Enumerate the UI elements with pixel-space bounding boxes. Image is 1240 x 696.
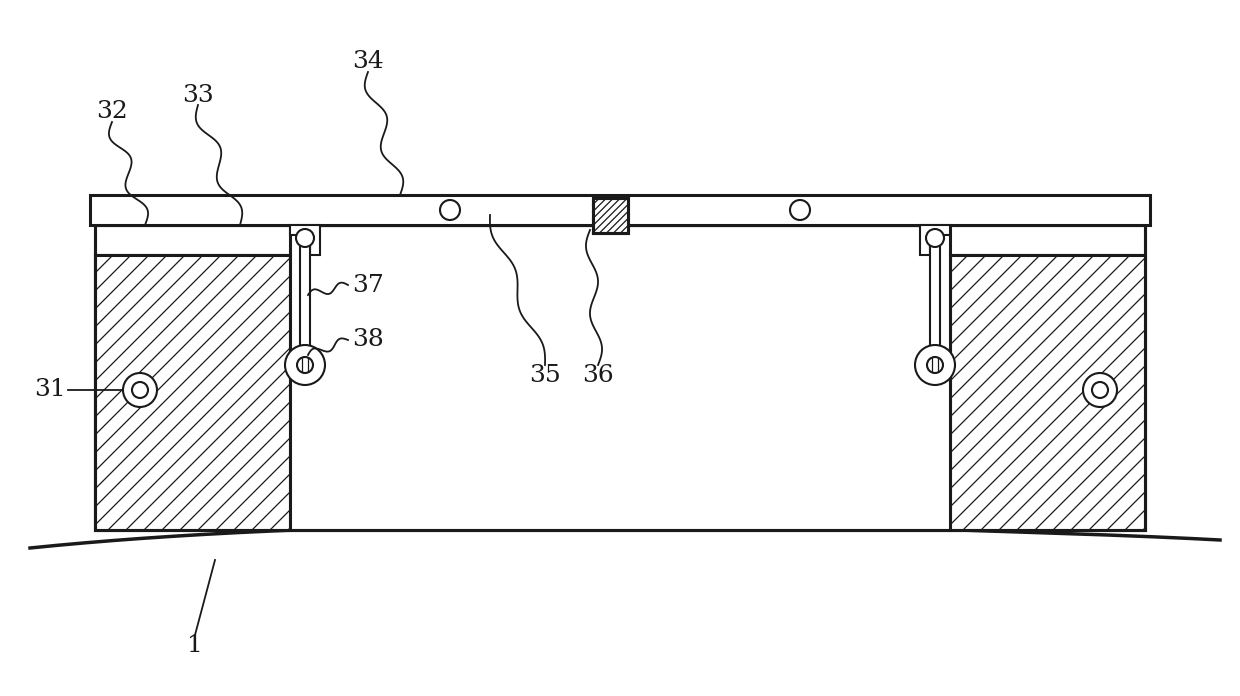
Circle shape bbox=[915, 345, 955, 385]
Bar bbox=[290, 225, 950, 530]
Bar bbox=[300, 242, 310, 362]
Text: 31: 31 bbox=[35, 379, 66, 402]
Circle shape bbox=[123, 373, 157, 407]
Bar bbox=[91, 195, 1149, 225]
Bar bbox=[95, 255, 290, 530]
Text: 33: 33 bbox=[182, 84, 213, 106]
Bar bbox=[95, 225, 1145, 530]
Circle shape bbox=[440, 200, 460, 220]
Polygon shape bbox=[290, 225, 320, 255]
Text: 1: 1 bbox=[187, 633, 203, 656]
Bar bbox=[593, 198, 627, 233]
Polygon shape bbox=[920, 225, 950, 255]
Circle shape bbox=[296, 229, 314, 247]
Bar bbox=[290, 255, 950, 530]
Text: 32: 32 bbox=[97, 100, 128, 123]
Bar bbox=[593, 198, 627, 233]
Circle shape bbox=[131, 382, 148, 398]
Text: 37: 37 bbox=[352, 274, 384, 296]
Circle shape bbox=[298, 357, 312, 373]
Text: 38: 38 bbox=[352, 329, 384, 351]
Circle shape bbox=[1092, 382, 1109, 398]
Circle shape bbox=[928, 357, 942, 373]
Bar bbox=[950, 255, 1145, 530]
Circle shape bbox=[790, 200, 810, 220]
Bar bbox=[930, 242, 940, 362]
Circle shape bbox=[926, 229, 944, 247]
Circle shape bbox=[1083, 373, 1117, 407]
Bar bbox=[95, 225, 1145, 530]
Text: 34: 34 bbox=[352, 51, 384, 74]
Circle shape bbox=[285, 345, 325, 385]
Text: 35: 35 bbox=[529, 363, 560, 386]
Text: 36: 36 bbox=[582, 363, 614, 386]
